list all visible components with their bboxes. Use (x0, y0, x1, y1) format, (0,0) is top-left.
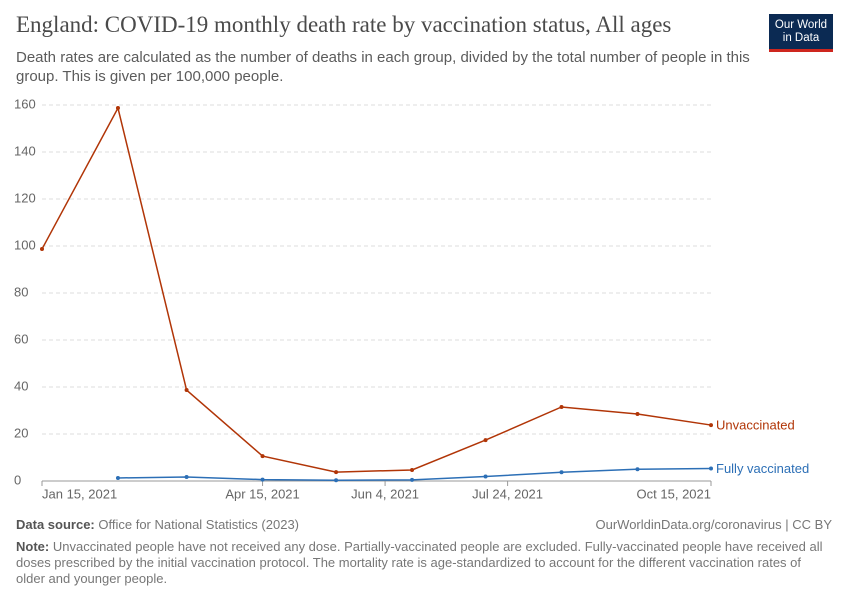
data-point (184, 475, 189, 480)
data-point (115, 106, 120, 111)
data-point (410, 467, 415, 472)
y-tick-label: 140 (14, 143, 36, 158)
series-label: Fully vaccinated (716, 461, 809, 476)
y-tick-label: 0 (14, 472, 21, 487)
data-point (115, 475, 120, 480)
source-label: Data source: (16, 517, 95, 532)
data-point (334, 470, 339, 475)
data-point (260, 477, 265, 482)
chart-title: England: COVID-19 monthly death rate by … (16, 12, 672, 37)
data-point (334, 478, 339, 483)
x-tick-label: Jun 4, 2021 (351, 486, 419, 501)
data-point (483, 438, 488, 443)
data-point (709, 423, 713, 428)
chart: 0 20 40 60 80 100 120 140 160 Jan 15, 2021 Apr 15,… (14, 96, 809, 501)
y-tick-label: 20 (14, 425, 28, 440)
series-line (41, 105, 712, 473)
data-point (559, 470, 564, 475)
x-tick-label: Oct 15, 2021 (637, 486, 711, 501)
note: Note: Unvaccinated people have not recei… (16, 539, 826, 587)
y-tick-label: 40 (14, 378, 28, 393)
y-tick-label: 100 (14, 237, 36, 252)
data-point (260, 454, 265, 459)
note-label: Note: (16, 539, 50, 554)
series-label: Unvaccinated (716, 418, 795, 433)
x-tick-label: Jul 24, 2021 (472, 486, 543, 501)
data-point (709, 466, 713, 471)
data-point (635, 467, 640, 472)
url[interactable]: OurWorldinData.org/coronavirus | CC BY (595, 517, 832, 532)
logo-text: in Data (782, 32, 820, 44)
logo-text: Our World (774, 19, 828, 31)
data-point (483, 474, 488, 479)
series-line (117, 467, 712, 482)
x-tick-label: Apr 15, 2021 (225, 486, 299, 501)
data-point (410, 477, 415, 482)
x-tick-label: Jan 15, 2021 (42, 486, 117, 501)
data-point (40, 247, 44, 252)
data-point (635, 412, 640, 417)
note-text: Unvaccinated people have not received an… (16, 539, 823, 586)
y-tick-label: 60 (14, 331, 28, 346)
source: Data source: Office for National Statist… (16, 517, 299, 532)
y-tick-label: 120 (14, 190, 36, 205)
chart-subtitle: Death rates are calculated as the number… (16, 49, 750, 85)
source-text[interactable]: Office for National Statistics (2023) (98, 517, 299, 532)
data-point (184, 388, 189, 393)
y-tick-label: 160 (14, 96, 36, 111)
data-point (559, 404, 564, 409)
logo[interactable]: Our World in Data (769, 14, 833, 52)
y-tick-label: 80 (14, 284, 28, 299)
